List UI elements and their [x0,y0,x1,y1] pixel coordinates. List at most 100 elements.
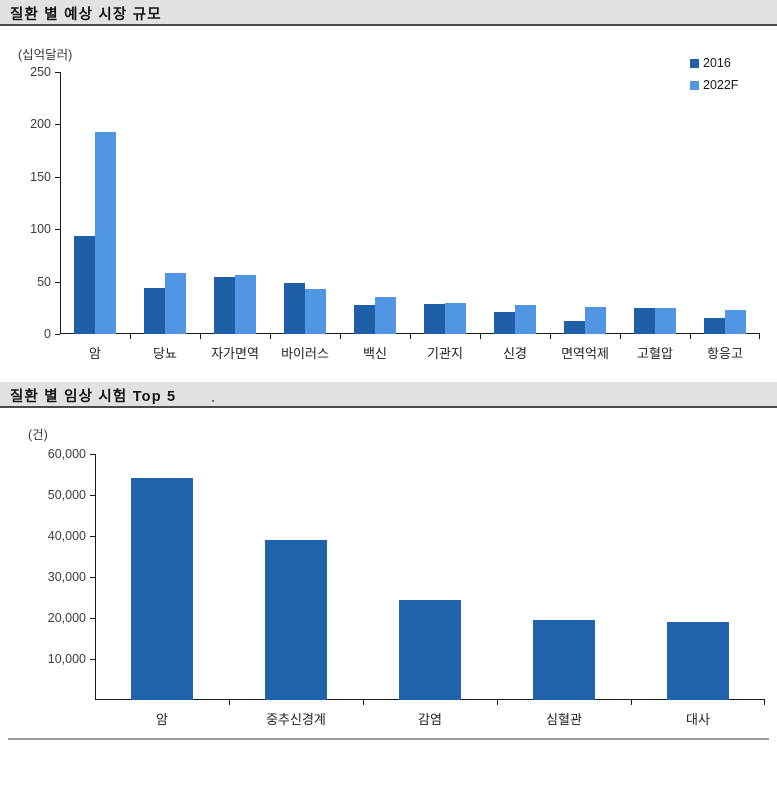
bar-신경-2022F [515,304,536,334]
plot-area-market-size: 0 50 100 150 200 250 암 당뇨 자가면역 바이러스 백신 기관지 신경 면역억제 고혈압… [30,65,760,361]
y-axis-tick-label: 30,000 [47,570,86,584]
y-axis-tick-label: 200 [30,117,51,132]
x-axis-category-label: 중추신경계 [266,712,326,727]
x-axis-category-label: 심혈관 [546,712,582,727]
y-axis-tick-label: 0 [44,327,51,341]
x-axis-tick [270,334,271,339]
legend-label-2016: 2016 [703,56,731,70]
y-axis-tick-label: 50,000 [47,488,86,502]
bar-백신-2016 [354,304,375,334]
x-axis-tick [480,334,481,339]
y-axis-tick [55,334,60,335]
y-axis-market-size [60,72,61,334]
y-axis-tick [90,618,95,619]
bar-감염-임상시험 건수 [399,599,461,700]
x-axis-tick [363,700,364,705]
y-axis-tick [55,281,60,283]
y-axis-tick-label: 40,000 [47,529,86,543]
x-axis-category-label: 대사 [686,712,710,727]
y-axis-tick-label: 100 [30,222,51,237]
y-axis-tick [55,124,60,126]
chart-legend-market-size: 2016 2022F [690,56,738,100]
bar-고혈압-2022F [655,307,676,334]
section-header-clinical-trials: 질환 별 임상 시험 Top 5 [0,382,777,408]
plot-area-clinical-trials: 10,000 20,000 30,000 40,000 50,000 60,000 암 중추신… [48,447,765,727]
y-axis-tick-label: 20,000 [47,611,86,625]
x-axis-category-label: 기관지 [427,346,463,361]
x-axis-category-label: 당뇨 [153,346,177,361]
x-axis-tick [550,334,551,339]
clinical-trials-panel: 질환 별 임상 시험 Top 5 (건) 10,000 20,000 30,000 4… [0,382,777,785]
x-axis-category-label: 자가면역 [211,346,259,361]
bar-기관지-2022F [445,302,466,334]
page-title-market-size: 질환 별 예상 시장 규모 [10,7,162,23]
page-title-clinical-trials: 질환 별 임상 시험 Top 5 [10,389,177,405]
x-axis-tick [759,334,760,339]
x-axis-tick [410,334,411,339]
legend-label-2022f: 2022F [703,78,739,92]
y-axis-tick [90,659,95,660]
y-axis-clinical-trials [95,454,96,700]
x-axis-category-label: 바이러스 [281,346,329,361]
y-axis-tick-label: 150 [30,169,51,184]
x-axis-tick [690,334,691,339]
y-axis-tick-label: 10,000 [47,652,86,666]
bar-항응고-2022F [725,309,746,334]
x-axis-tick [764,700,765,705]
y-axis-unit-label-market-size: (십억달러) [18,48,73,62]
y-axis-tick [90,495,95,496]
legend-swatch-icon-2022f [690,80,699,90]
bar-신경-2016 [494,312,515,334]
bar-암-2016 [74,235,95,334]
legend-item-2016: 2016 [690,56,738,70]
y-axis-tick [55,229,60,231]
y-axis-unit-label-clinical-trials: (건) [28,428,48,442]
bar-자가면역-2022F [235,275,256,334]
x-axis-tick [620,334,621,339]
bar-암-2022F [95,131,116,334]
bar-면역억제-2016 [564,321,585,334]
x-axis-tick [229,700,230,705]
bar-면역억제-2022F [585,306,606,334]
x-axis-tick [200,334,201,339]
bar-백신-2022F [375,297,396,334]
y-axis-tick [55,176,60,178]
y-axis-tick [90,577,95,578]
bar-암-임상시험 건수 [131,478,193,700]
bar-자가면역-2016 [214,277,235,334]
market-size-chart: (십억달러) 2016 2022F 0 50 100 150 200 250 암 당뇨 자가면역… [0,26,777,382]
y-axis-tick [55,72,60,73]
bar-바이러스-2022F [305,288,326,334]
x-axis-market-size [60,333,760,334]
bar-바이러스-2016 [284,282,305,334]
x-axis-tick [340,334,341,339]
legend-swatch-icon-2016 [690,58,699,68]
clinical-trials-chart: (건) 10,000 20,000 30,000 40,000 50,000 60,000… [0,408,777,785]
y-axis-tick-label: 60,000 [47,447,86,461]
bar-대사-임상시험 건수 [667,621,729,700]
x-axis-category-label: 암 [156,712,168,727]
bar-기관지-2016 [424,303,445,334]
x-axis-category-label: 백신 [363,346,387,361]
x-axis-category-label: 신경 [503,346,527,361]
market-size-panel: 질환 별 예상 시장 규모 (십억달러) 2016 2022F 0 50 100 15… [0,0,777,382]
bar-항응고-2016 [704,318,725,334]
y-axis-tick-label: 50 [37,274,51,289]
y-axis-tick-label: 250 [30,65,51,79]
legend-item-2022f: 2022F [690,78,738,92]
x-axis-category-label: 암 [89,346,101,361]
bar-당뇨-2022F [165,273,186,334]
bottom-divider [8,738,769,740]
x-axis-category-label: 감염 [418,712,442,727]
bar-당뇨-2016 [144,287,165,334]
x-axis-category-label: 고혈압 [637,346,673,361]
bar-고혈압-2016 [634,307,655,334]
y-axis-tick [90,536,95,537]
bar-심혈관-임상시험 건수 [533,620,595,700]
bar-중추신경계-임상시험 건수 [265,539,327,700]
x-axis-tick [497,700,498,705]
x-axis-tick [631,700,632,705]
x-axis-tick [130,334,131,339]
x-axis-category-label: 항응고 [707,346,743,361]
section-header-market-size: 질환 별 예상 시장 규모 [0,0,777,26]
